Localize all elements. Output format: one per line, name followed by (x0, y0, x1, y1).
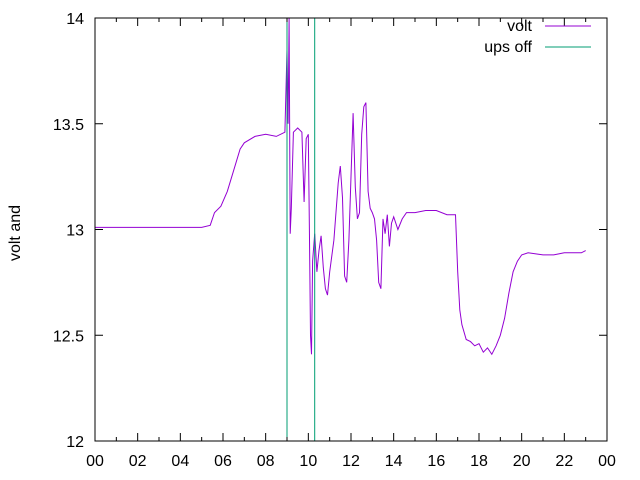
x-tick-label: 16 (427, 453, 445, 470)
x-tick-label: 10 (299, 453, 317, 470)
x-tick-label: 06 (214, 453, 232, 470)
legend: volt ups off (484, 18, 591, 56)
y-tick-label: 12 (66, 434, 84, 451)
x-tick-label: 14 (385, 453, 403, 470)
legend-label: ups off (484, 39, 532, 56)
x-tick-labels: 00 02 04 06 08 10 12 14 16 18 20 22 00 (86, 453, 616, 470)
y-tick-label: 13.5 (53, 117, 84, 134)
x-tick-label: 04 (171, 453, 189, 470)
x-tick-label: 18 (470, 453, 488, 470)
x-tick-label: 08 (257, 453, 275, 470)
x-tick-label: 00 (598, 453, 616, 470)
series-line-0 (95, 17, 586, 356)
x-tick-label: 22 (555, 453, 573, 470)
series-line-1 (286, 17, 316, 441)
y-tick-labels: 12 12.5 13 13.5 14 (53, 11, 84, 451)
x-tick-label: 00 (86, 453, 104, 470)
axis-ticks (94, 17, 608, 442)
legend-label: volt (507, 18, 532, 35)
plot-frame (94, 17, 608, 442)
plot-area (95, 17, 586, 441)
y-axis-label: volt and (7, 205, 24, 261)
y-tick-label: 12.5 (53, 328, 84, 345)
y-tick-label: 13 (66, 223, 84, 240)
x-tick-label: 02 (129, 453, 147, 470)
y-tick-label: 14 (66, 11, 84, 28)
x-tick-label: 12 (342, 453, 360, 470)
x-tick-label: 20 (513, 453, 531, 470)
